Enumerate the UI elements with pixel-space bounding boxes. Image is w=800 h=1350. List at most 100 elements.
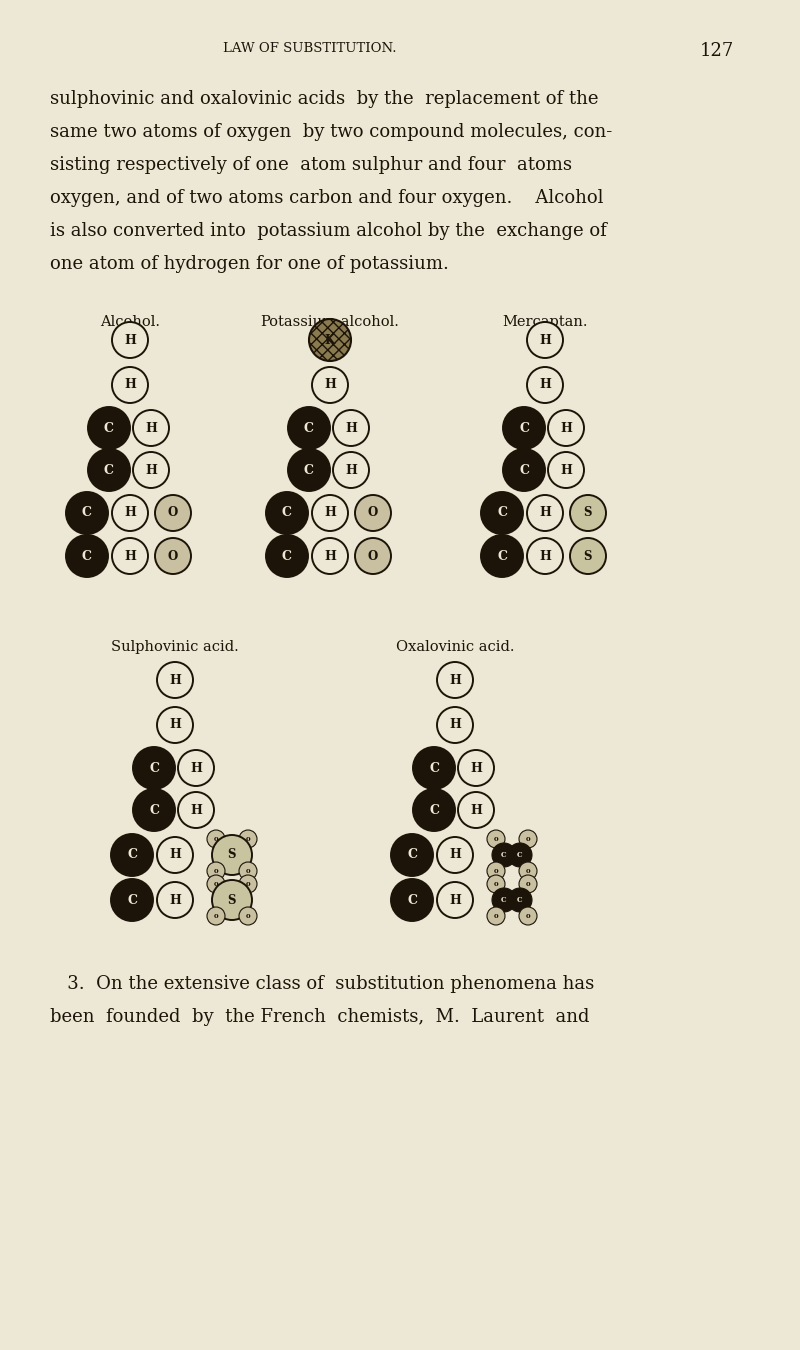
Text: H: H [560,421,572,435]
Circle shape [519,863,537,880]
Text: K: K [325,333,335,347]
Text: o: o [214,867,218,875]
Text: H: H [449,718,461,732]
Text: S: S [228,894,236,906]
Text: O: O [368,549,378,563]
Text: H: H [190,803,202,817]
Text: LAW OF SUBSTITUTION.: LAW OF SUBSTITUTION. [223,42,397,55]
Text: C: C [429,761,439,775]
Text: o: o [214,836,218,842]
Circle shape [112,323,148,358]
Circle shape [266,535,308,576]
Circle shape [157,707,193,742]
Circle shape [288,450,330,491]
Circle shape [570,539,606,574]
Circle shape [527,367,563,404]
Text: C: C [519,421,529,435]
Text: H: H [169,894,181,906]
Text: Mercaptan.: Mercaptan. [502,315,588,329]
Circle shape [178,751,214,786]
Text: H: H [324,506,336,520]
Text: o: o [246,836,250,842]
Circle shape [391,879,433,921]
Circle shape [111,834,153,876]
Circle shape [239,863,257,880]
Text: H: H [169,674,181,687]
Text: C: C [104,463,114,477]
Text: S: S [228,849,236,861]
Circle shape [239,875,257,892]
Circle shape [527,323,563,358]
Text: 127: 127 [700,42,734,59]
Circle shape [548,452,584,487]
Text: H: H [539,378,551,392]
Circle shape [333,452,369,487]
Circle shape [519,830,537,848]
Text: H: H [560,463,572,477]
Text: H: H [169,849,181,861]
Circle shape [288,406,330,450]
Circle shape [112,495,148,531]
Text: Alcohol.: Alcohol. [100,315,160,329]
Text: H: H [539,506,551,520]
Text: o: o [494,836,498,842]
Circle shape [548,410,584,446]
Text: C: C [429,803,439,817]
Circle shape [111,879,153,921]
Circle shape [355,539,391,574]
Circle shape [207,830,225,848]
Text: O: O [368,506,378,520]
Circle shape [309,319,351,360]
Circle shape [355,495,391,531]
Text: O: O [168,506,178,520]
Text: Potassium-alcohol.: Potassium-alcohol. [261,315,399,329]
Text: Oxalovinic acid.: Oxalovinic acid. [396,640,514,653]
Circle shape [312,539,348,574]
Circle shape [391,834,433,876]
Text: H: H [449,894,461,906]
Circle shape [519,875,537,892]
Text: o: o [494,880,498,888]
Text: o: o [214,880,218,888]
Circle shape [212,880,252,919]
Text: C: C [82,506,92,520]
Text: H: H [539,549,551,563]
Circle shape [481,535,523,576]
Text: oxygen, and of two atoms carbon and four oxygen.    Alcohol: oxygen, and of two atoms carbon and four… [50,189,603,207]
Circle shape [88,450,130,491]
Circle shape [437,707,473,742]
Text: Sulphovinic acid.: Sulphovinic acid. [111,640,239,653]
Text: C: C [149,761,159,775]
Text: H: H [345,421,357,435]
Text: H: H [324,549,336,563]
Circle shape [155,539,191,574]
Circle shape [157,882,193,918]
Circle shape [239,830,257,848]
Circle shape [66,535,108,576]
Circle shape [487,875,505,892]
Text: H: H [124,333,136,347]
Text: 3.  On the extensive class of  substitution phenomena has: 3. On the extensive class of substitutio… [50,975,594,994]
Text: o: o [526,867,530,875]
Text: o: o [246,867,250,875]
Text: C: C [517,896,523,905]
Text: H: H [449,674,461,687]
Text: one atom of hydrogen for one of potassium.: one atom of hydrogen for one of potassiu… [50,255,449,273]
Circle shape [239,907,257,925]
Circle shape [487,863,505,880]
Text: H: H [190,761,202,775]
Circle shape [527,539,563,574]
Circle shape [133,410,169,446]
Circle shape [492,842,516,867]
Circle shape [508,842,532,867]
Circle shape [207,875,225,892]
Text: same two atoms of oxygen  by two compound molecules, con-: same two atoms of oxygen by two compound… [50,123,612,140]
Text: C: C [149,803,159,817]
Circle shape [66,491,108,535]
Text: sulphovinic and oxalovinic acids  by the  replacement of the: sulphovinic and oxalovinic acids by the … [50,90,598,108]
Circle shape [312,495,348,531]
Text: H: H [470,803,482,817]
Text: O: O [168,549,178,563]
Text: H: H [345,463,357,477]
Circle shape [112,367,148,404]
